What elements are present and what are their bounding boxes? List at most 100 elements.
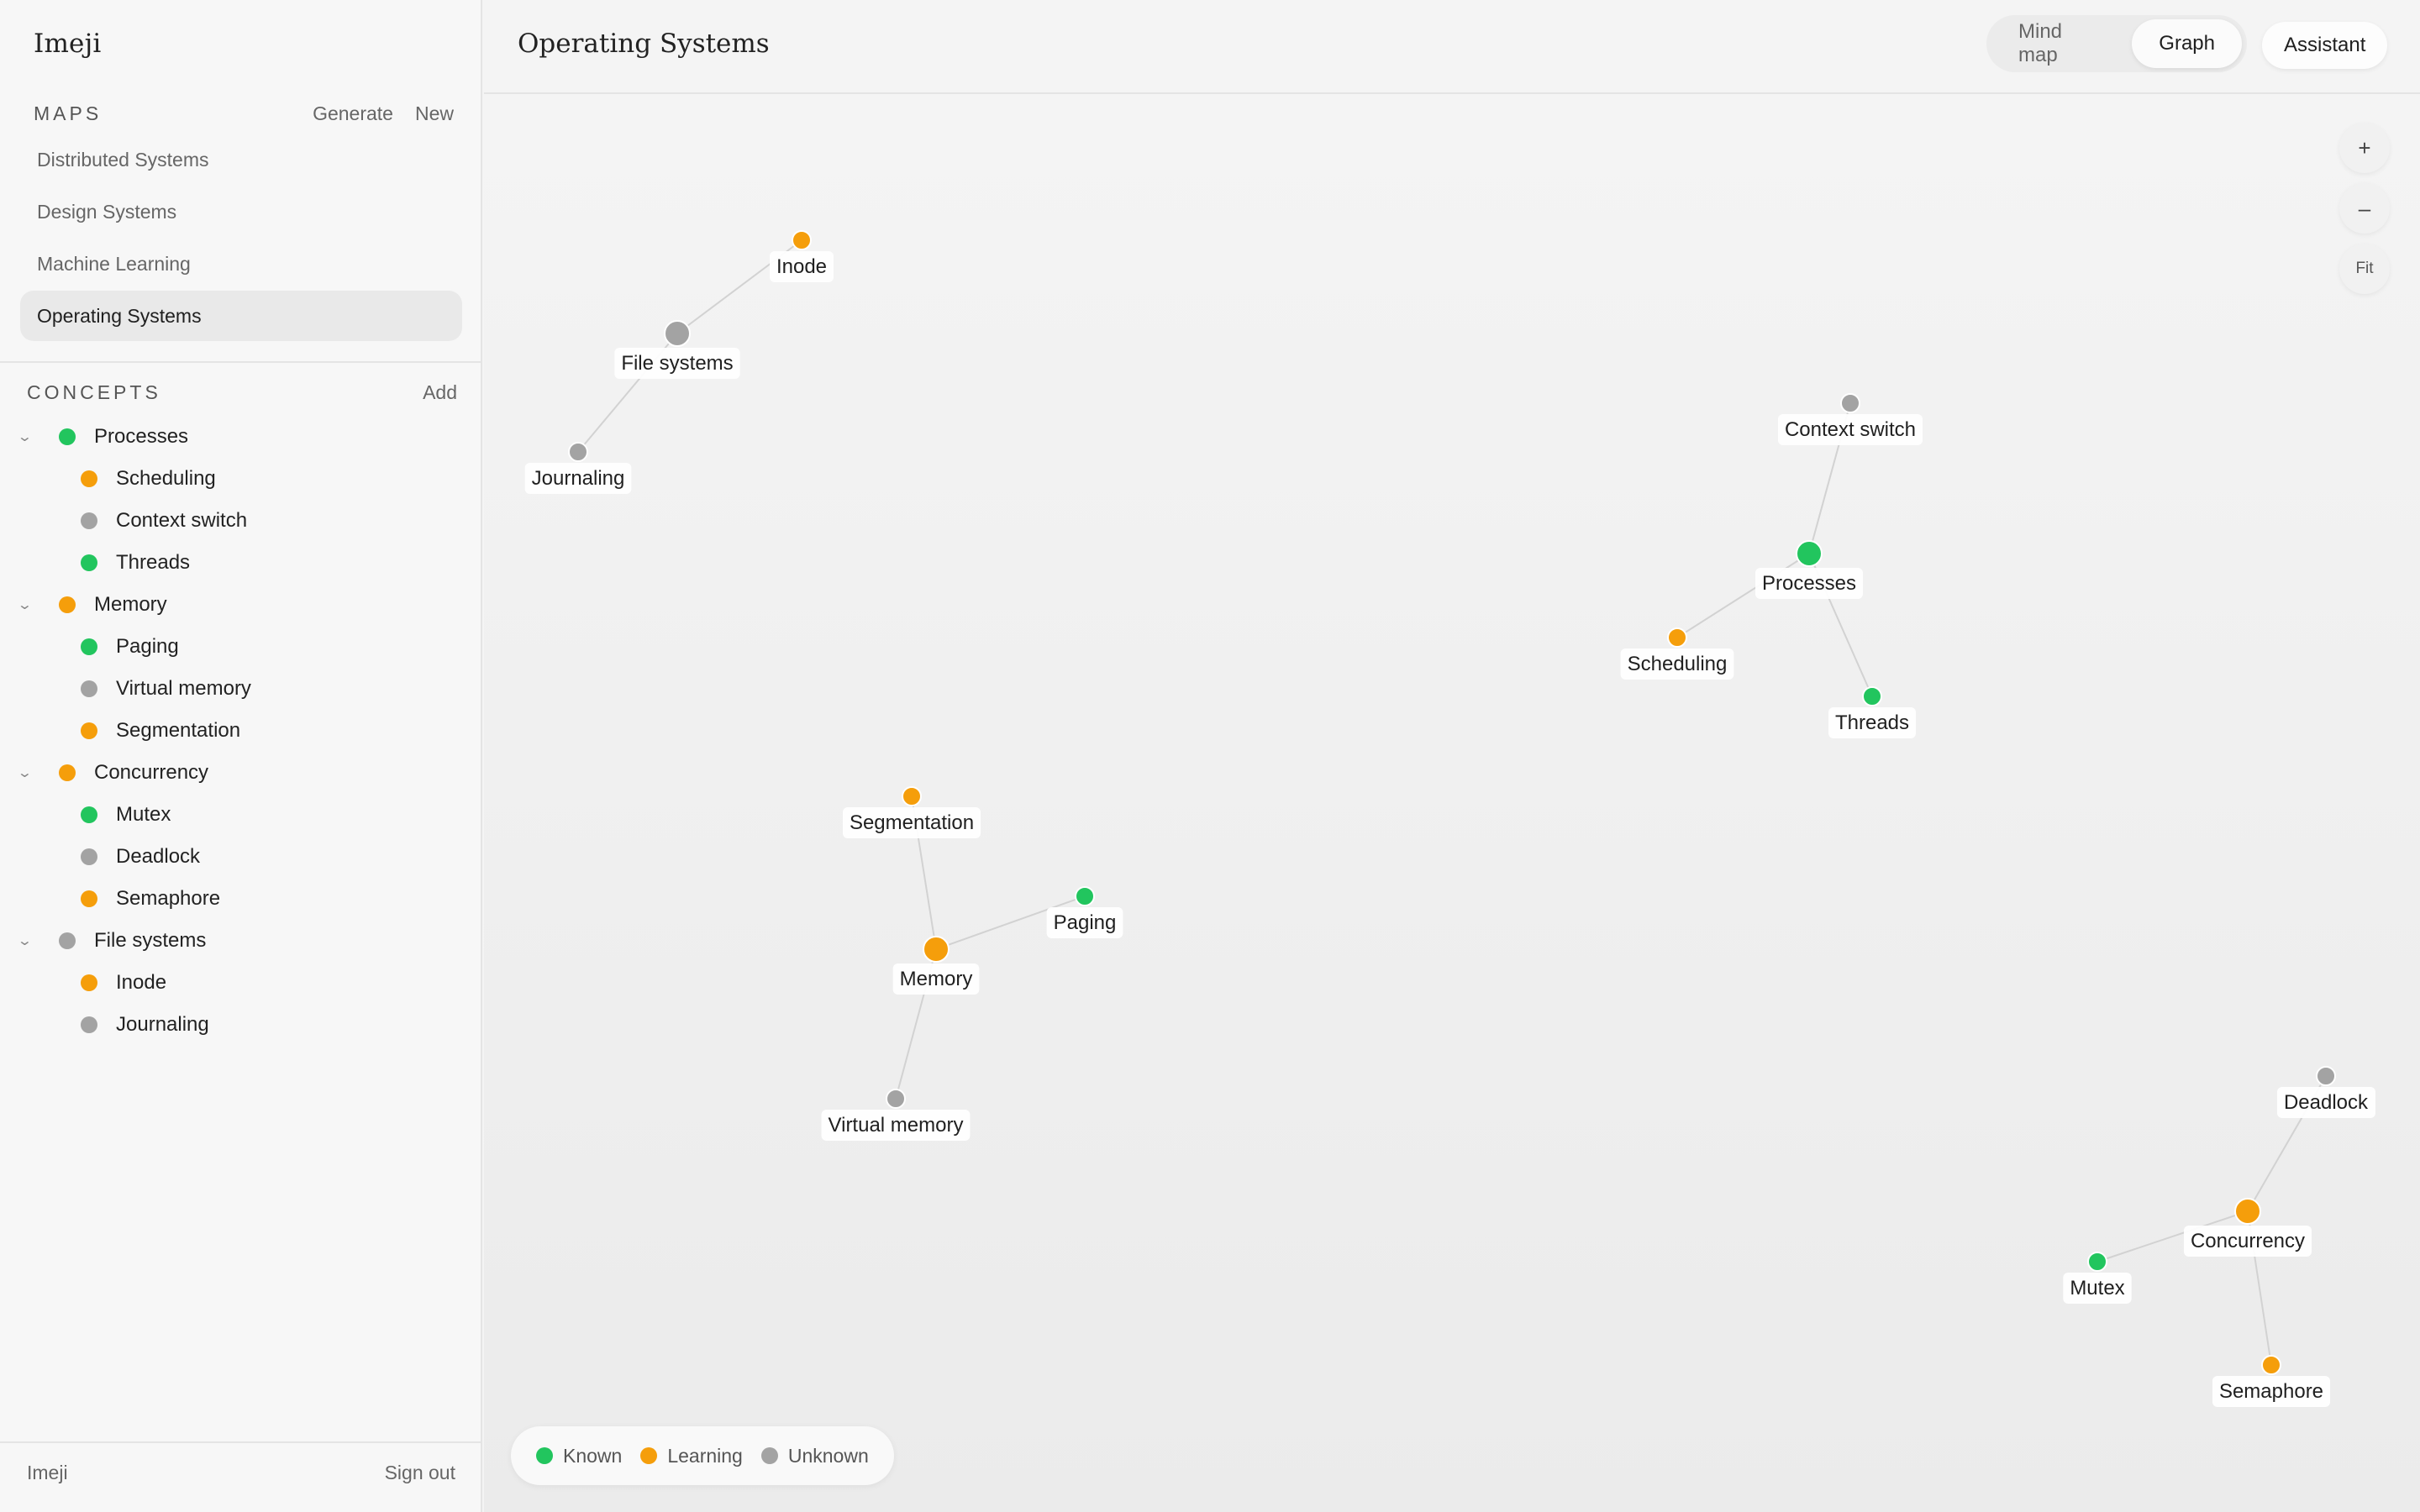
- graph-canvas[interactable]: Inode File systems Journaling Context switc…: [484, 96, 2420, 1512]
- chevron-down-icon[interactable]: ⌄: [17, 430, 33, 444]
- concept-label: Paging: [116, 635, 179, 658]
- concept-label: Journaling: [116, 1013, 209, 1036]
- zoom-in-button[interactable]: +: [2339, 123, 2390, 173]
- status-dot: [59, 596, 76, 613]
- status-dot: [81, 1016, 97, 1033]
- graph-node-dot[interactable]: [792, 230, 812, 250]
- graph-node[interactable]: Memory: [892, 936, 980, 995]
- chevron-down-icon[interactable]: ⌄: [17, 766, 33, 780]
- graph-node-dot[interactable]: [568, 442, 588, 462]
- fit-button[interactable]: Fit: [2339, 244, 2390, 294]
- app-logo[interactable]: Imeji: [34, 29, 102, 59]
- graph-node-label: Virtual memory: [829, 1114, 964, 1137]
- status-dot: [59, 428, 76, 445]
- chevron-down-icon[interactable]: ⌄: [17, 598, 33, 612]
- legend-label: Known: [563, 1444, 623, 1467]
- maps-section-header: MAPS Generate New: [34, 102, 454, 125]
- graph-node-label-bg: [1777, 414, 1923, 445]
- concept-group-row[interactable]: ⌄ Concurrency: [0, 752, 481, 794]
- graph-node-dot[interactable]: [1862, 686, 1882, 706]
- graph-node-dot[interactable]: [2316, 1066, 2336, 1086]
- view-mode-mind-map-button[interactable]: Mind map: [2018, 20, 2063, 66]
- concept-group-row[interactable]: ⌄ File systems: [0, 920, 481, 962]
- concept-graph[interactable]: Inode File systems Journaling Context switc…: [484, 96, 2420, 1512]
- concept-item-row[interactable]: Scheduling: [0, 458, 481, 500]
- concept-item-row[interactable]: Paging: [0, 626, 481, 668]
- concept-tree: ⌄ Processes Scheduling Context switch Thread…: [0, 416, 481, 1046]
- graph-node[interactable]: Virtual memory: [821, 1089, 971, 1141]
- graph-node-dot[interactable]: [2261, 1355, 2281, 1375]
- concept-item-row[interactable]: Mutex: [0, 794, 481, 836]
- map-item[interactable]: Distributed Systems: [37, 148, 209, 171]
- graph-node[interactable]: Scheduling: [1620, 627, 1734, 680]
- graph-node-dot[interactable]: [664, 320, 691, 347]
- concept-item-row[interactable]: Context switch: [0, 500, 481, 542]
- graph-node[interactable]: Inode: [769, 230, 834, 282]
- graph-node[interactable]: Journaling: [524, 442, 632, 494]
- generate-button[interactable]: Generate: [313, 102, 393, 124]
- view-mode-graph-button[interactable]: Graph: [2132, 19, 2242, 68]
- graph-node-label-bg: [769, 251, 834, 282]
- legend-item: Learning: [640, 1445, 743, 1467]
- concept-item-row[interactable]: Journaling: [0, 1004, 481, 1046]
- concept-label: Memory: [94, 593, 167, 616]
- status-dot: [59, 932, 76, 949]
- graph-node[interactable]: Processes: [1754, 540, 1864, 599]
- concept-label: Semaphore: [116, 887, 221, 910]
- graph-node-dot[interactable]: [1667, 627, 1687, 648]
- legend-item: Unknown: [760, 1445, 869, 1467]
- graph-node[interactable]: Semaphore: [2212, 1355, 2331, 1407]
- status-dot: [81, 806, 97, 823]
- map-item[interactable]: Machine Learning: [37, 252, 191, 275]
- graph-node[interactable]: Deadlock: [2276, 1066, 2376, 1118]
- legend-dot: [640, 1447, 658, 1464]
- map-item[interactable]: Operating Systems: [20, 291, 462, 341]
- graph-node-label: Threads: [1835, 711, 1909, 734]
- sidebar-divider: [0, 361, 481, 363]
- concept-label: File systems: [94, 929, 207, 952]
- concept-item-row[interactable]: Segmentation: [0, 710, 481, 752]
- status-dot: [81, 680, 97, 697]
- graph-node[interactable]: File systems: [614, 320, 740, 379]
- concept-item-row[interactable]: Inode: [0, 962, 481, 1004]
- add-concept-button[interactable]: Add: [423, 381, 457, 403]
- graph-node[interactable]: Paging: [1046, 886, 1123, 938]
- graph-node[interactable]: Context switch: [1777, 393, 1923, 445]
- graph-node-dot[interactable]: [2234, 1198, 2261, 1225]
- assistant-button[interactable]: Assistant: [2262, 22, 2388, 69]
- status-dot: [81, 848, 97, 865]
- graph-node-dot[interactable]: [923, 936, 950, 963]
- new-map-button[interactable]: New: [414, 102, 454, 124]
- footer-app-name: Imeji: [27, 1462, 68, 1483]
- graph-node-dot[interactable]: [1075, 886, 1095, 906]
- concept-item-row[interactable]: Semaphore: [0, 878, 481, 920]
- graph-node[interactable]: Mutex: [2063, 1252, 2132, 1304]
- sign-out-button[interactable]: Sign out: [384, 1462, 455, 1483]
- concept-label: Scheduling: [116, 467, 216, 490]
- zoom-out-button[interactable]: –: [2339, 183, 2390, 234]
- sidebar-footer: Imeji Sign out: [27, 1462, 455, 1484]
- graph-node-dot[interactable]: [1840, 393, 1860, 413]
- chevron-down-icon[interactable]: ⌄: [17, 934, 33, 948]
- concept-item-row[interactable]: Virtual memory: [0, 668, 481, 710]
- concept-item-row[interactable]: Threads: [0, 542, 481, 584]
- concept-group-row[interactable]: ⌄ Processes: [0, 416, 481, 458]
- concept-group-row[interactable]: ⌄ Memory: [0, 584, 481, 626]
- graph-node-label-bg: [1046, 907, 1123, 938]
- graph-node-label: Deadlock: [2284, 1091, 2369, 1114]
- legend-item: Known: [536, 1445, 622, 1467]
- graph-node[interactable]: Concurrency: [2183, 1198, 2312, 1257]
- graph-node[interactable]: Threads: [1828, 686, 1917, 738]
- maps-actions: Generate New: [313, 102, 454, 125]
- graph-node-label-bg: [821, 1110, 971, 1141]
- graph-node-dot[interactable]: [2087, 1252, 2107, 1272]
- top-bar: Operating Systems Mind map Graph Assistan…: [484, 0, 2420, 94]
- concept-item-row[interactable]: Deadlock: [0, 836, 481, 878]
- graph-node-dot[interactable]: [1796, 540, 1823, 567]
- concepts-section-title: CONCEPTS: [27, 381, 161, 403]
- graph-node[interactable]: Segmentation: [842, 786, 981, 838]
- graph-node-dot[interactable]: [886, 1089, 906, 1109]
- graph-node-dot[interactable]: [902, 786, 922, 806]
- map-item[interactable]: Design Systems: [37, 200, 177, 223]
- status-dot: [81, 722, 97, 739]
